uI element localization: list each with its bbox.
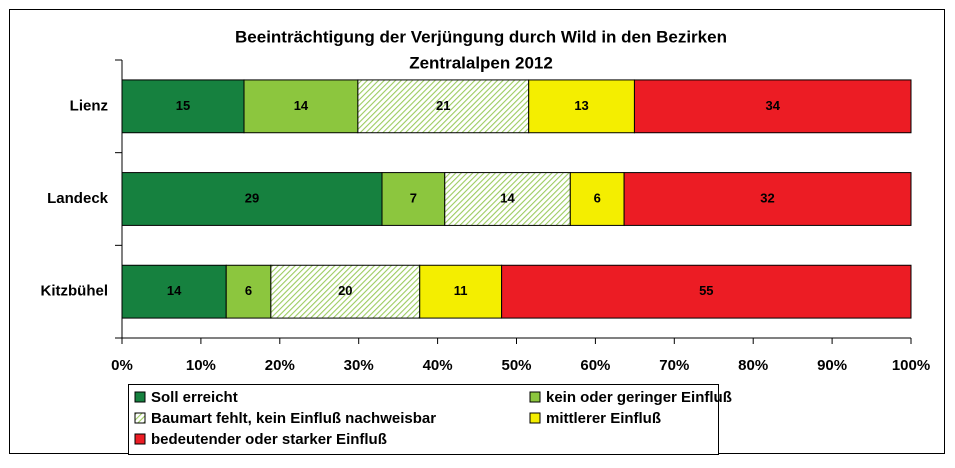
x-tick-label: 50% xyxy=(501,357,531,374)
chart-title: Zentralalpen 2012 xyxy=(409,53,553,72)
x-tick-label: 0% xyxy=(111,357,133,374)
x-tick-label: 60% xyxy=(580,357,610,374)
data-label: 7 xyxy=(410,190,417,205)
y-tick-label: Landeck xyxy=(47,190,109,207)
x-tick-label: 80% xyxy=(738,357,768,374)
chart-title: Beeinträchtigung der Verjüngung durch Wi… xyxy=(235,27,727,46)
data-label: 13 xyxy=(574,98,588,113)
data-label: 14 xyxy=(294,98,309,113)
legend-swatch xyxy=(134,391,146,403)
bar-segment xyxy=(623,172,912,226)
legend-swatch xyxy=(529,412,541,424)
data-label: 34 xyxy=(765,98,780,113)
legend-swatch xyxy=(134,433,146,445)
data-label: 11 xyxy=(454,283,468,298)
data-label: 55 xyxy=(699,283,713,298)
legend-label: kein oder geringer Einfluß xyxy=(546,389,732,406)
data-label: 14 xyxy=(167,283,182,298)
legend-swatch xyxy=(134,412,146,424)
x-tick-label: 90% xyxy=(817,357,847,374)
bar-segment xyxy=(121,172,383,226)
x-tick-label: 30% xyxy=(344,357,374,374)
x-tick-label: 70% xyxy=(659,357,689,374)
bar-segment xyxy=(121,79,245,134)
bar-segment xyxy=(501,264,912,319)
y-tick-label: Lienz xyxy=(70,97,108,114)
data-label: 6 xyxy=(245,283,252,298)
data-label: 21 xyxy=(436,98,450,113)
data-label: 15 xyxy=(176,98,190,113)
data-label: 29 xyxy=(245,190,259,205)
x-tick-label: 100% xyxy=(892,357,930,374)
x-tick-label: 10% xyxy=(186,357,216,374)
bar-segment xyxy=(569,172,625,226)
legend-swatch xyxy=(529,391,541,403)
data-label: 32 xyxy=(760,190,774,205)
x-tick-label: 40% xyxy=(423,357,453,374)
legend-label: Baumart fehlt, kein Einfluß nachweisbar xyxy=(151,410,436,427)
bar-segment xyxy=(633,79,912,134)
data-label: 6 xyxy=(594,190,601,205)
legend-label: mittlerer Einfluß xyxy=(546,410,661,427)
data-label: 20 xyxy=(338,283,352,298)
x-tick-label: 20% xyxy=(265,357,295,374)
bar-segment xyxy=(444,172,571,226)
bar-segment xyxy=(381,172,446,226)
data-label: 14 xyxy=(500,190,515,205)
legend-label: bedeutender oder starker Einfluß xyxy=(151,431,387,448)
legend xyxy=(128,384,719,455)
y-tick-label: Kitzbühel xyxy=(41,283,109,300)
bar-segment xyxy=(419,264,503,319)
legend-label: Soll erreicht xyxy=(151,389,238,406)
bar-segment xyxy=(528,79,635,134)
bar-segment xyxy=(270,264,421,319)
